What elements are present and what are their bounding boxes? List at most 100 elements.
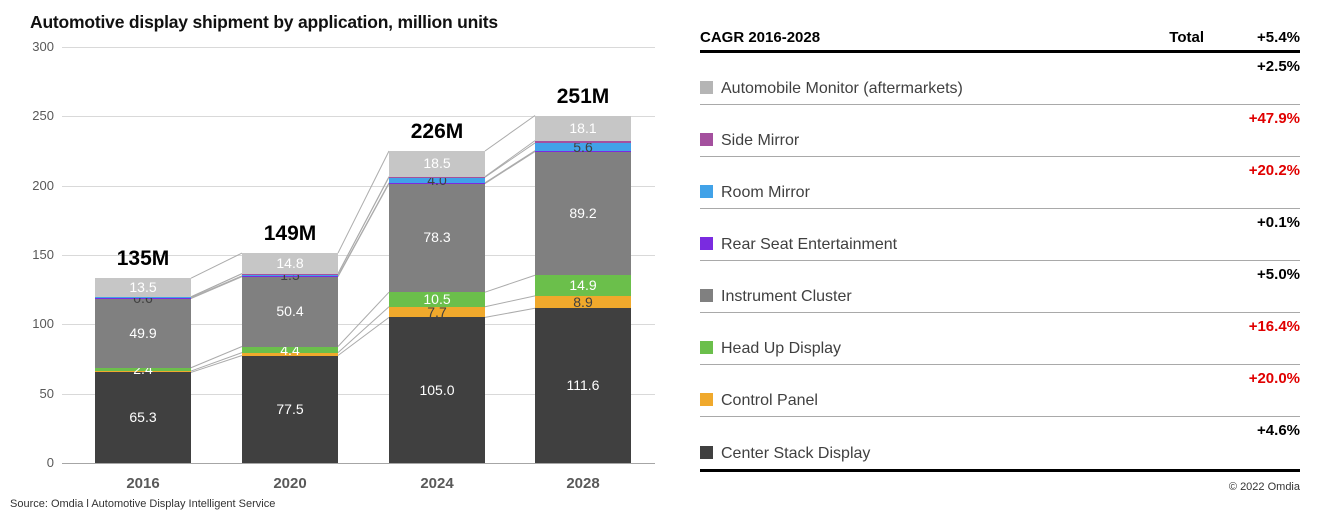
segment-value-label: 5.6 <box>573 138 593 155</box>
segment-value-label: 77.5 <box>276 400 304 417</box>
bar-segment <box>389 177 485 183</box>
cagr-row-label-text: Instrument Cluster <box>721 288 852 305</box>
y-axis-tick: 100 <box>32 316 54 332</box>
y-axis-tick: 250 <box>32 108 54 124</box>
cagr-row-label-text: Head Up Display <box>721 340 842 357</box>
bar-segment <box>242 352 338 356</box>
legend-swatch-icon <box>700 81 713 94</box>
bar-total-label: 135M <box>116 247 170 271</box>
bar-segment <box>535 150 631 152</box>
chart-title: Automotive display shipment by applicati… <box>30 12 498 32</box>
segment-value-label: 50.4 <box>276 303 304 320</box>
bar-total-label: 251M <box>556 84 610 108</box>
bar-segment <box>95 371 191 373</box>
gridline <box>62 185 655 187</box>
gridline <box>62 47 655 48</box>
plot-area: 65.3 2.4 49.9 0.6 13.5 135M 2016 77.5 4.4 50.4 1.5… <box>62 47 655 492</box>
bar-segment <box>389 292 485 307</box>
cagr-row-value: +5.0% <box>1257 266 1300 283</box>
segment-value-label: 14.8 <box>276 254 304 271</box>
bar-segment <box>242 273 338 276</box>
bar-segment <box>535 115 631 141</box>
cagr-row-label-text: Side Mirror <box>721 132 800 149</box>
cagr-row-label-text: Rear Seat Entertainment <box>721 236 898 253</box>
bar-segment <box>389 182 485 184</box>
cagr-row: Center Stack Display +4.6% <box>700 417 1300 469</box>
cagr-row-value: +20.2% <box>1248 162 1300 179</box>
cagr-row-label: Rear Seat Entertainment <box>700 236 897 254</box>
bar-segment <box>95 372 191 463</box>
bar-segment <box>389 317 485 463</box>
legend-swatch-icon <box>700 185 713 198</box>
legend-swatch-icon <box>700 289 713 302</box>
bar-total-label: 149M <box>263 222 317 246</box>
cagr-row-label-text: Automobile Monitor (aftermarkets) <box>721 80 963 97</box>
segment-value-label: 105.0 <box>419 381 455 398</box>
segment-value-label: 49.9 <box>129 324 157 341</box>
bar-segment <box>389 151 485 177</box>
bar-segment <box>95 297 191 299</box>
cagr-row-value: +4.6% <box>1257 422 1300 439</box>
bar-segment <box>535 275 631 296</box>
cagr-row-label-text: Room Mirror <box>721 184 810 201</box>
bar-segment <box>389 306 485 318</box>
cagr-row-label: Room Mirror <box>700 184 810 202</box>
x-axis-label: 2028 <box>566 475 600 492</box>
cagr-row-label: Control Panel <box>700 392 818 410</box>
segment-value-label: 10.5 <box>423 291 451 308</box>
shipment-chart: Automotive display shipment by applicati… <box>10 12 655 510</box>
y-axis-tick: 150 <box>32 247 54 262</box>
bar-segment <box>389 183 485 293</box>
x-axis-line <box>62 463 655 464</box>
bar-segment <box>95 296 191 298</box>
series-connector-lines <box>190 115 536 373</box>
cagr-total-label: Total <box>1169 29 1204 46</box>
bar-segment <box>242 253 338 274</box>
cagr-row: Instrument Cluster +5.0% <box>700 261 1300 313</box>
bar-segment <box>242 275 338 277</box>
bar-segment <box>535 308 631 463</box>
segment-value-label: 7.7 <box>427 304 447 321</box>
x-axis-label: 2020 <box>273 475 307 492</box>
legend-swatch-icon <box>700 341 713 354</box>
cagr-row-label-text: Center Stack Display <box>721 445 871 462</box>
segment-value-label: 18.1 <box>569 119 597 136</box>
cagr-row-value: +0.1% <box>1257 214 1300 231</box>
y-axis-tick: 50 <box>39 385 54 401</box>
cagr-row-label: Center Stack Display <box>700 445 870 463</box>
gridline <box>62 116 655 118</box>
segment-value-label: 78.3 <box>423 229 451 246</box>
footer-rule <box>700 469 1300 472</box>
cagr-panel: CAGR 2016-2028 Total +5.4% Automobile Mo… <box>700 22 1300 493</box>
gridline <box>62 393 655 395</box>
x-axis-label: 2016 <box>126 475 160 492</box>
bar-segment <box>242 355 338 463</box>
y-axis-tick: 0 <box>46 455 54 470</box>
segment-value-label: 18.5 <box>423 155 451 172</box>
cagr-row-value: +2.5% <box>1257 58 1300 75</box>
bar-segment <box>535 295 631 309</box>
segment-value-label: 13.5 <box>129 279 157 296</box>
bar-segment <box>242 276 338 347</box>
segment-value-label: 111.6 <box>566 377 600 394</box>
cagr-row-value: +20.0% <box>1248 370 1300 387</box>
bar-segment <box>535 151 631 276</box>
cagr-header-title: CAGR 2016-2028 <box>700 29 821 46</box>
cagr-total-value: +5.4% <box>1257 29 1300 46</box>
gridline <box>62 255 655 256</box>
bar-segment <box>242 346 338 353</box>
copyright-note: © 2022 Omdia <box>1228 481 1300 493</box>
cagr-row: Head Up Display +16.4% <box>700 313 1300 365</box>
legend-swatch-icon <box>700 133 713 146</box>
cagr-row: Side Mirror +47.9% <box>700 105 1300 157</box>
legend-swatch-icon <box>700 446 713 459</box>
cagr-row-value: +16.4% <box>1248 318 1300 335</box>
cagr-row-value: +47.9% <box>1248 110 1300 127</box>
segment-value-label: 65.3 <box>129 409 157 426</box>
cagr-row-label-text: Control Panel <box>721 392 818 409</box>
x-axis-label: 2024 <box>420 475 454 492</box>
y-axis-tick: 200 <box>32 177 54 193</box>
bar-segment <box>389 176 485 178</box>
bar-segment <box>95 298 191 368</box>
cagr-row: Room Mirror +20.2% <box>700 157 1300 209</box>
